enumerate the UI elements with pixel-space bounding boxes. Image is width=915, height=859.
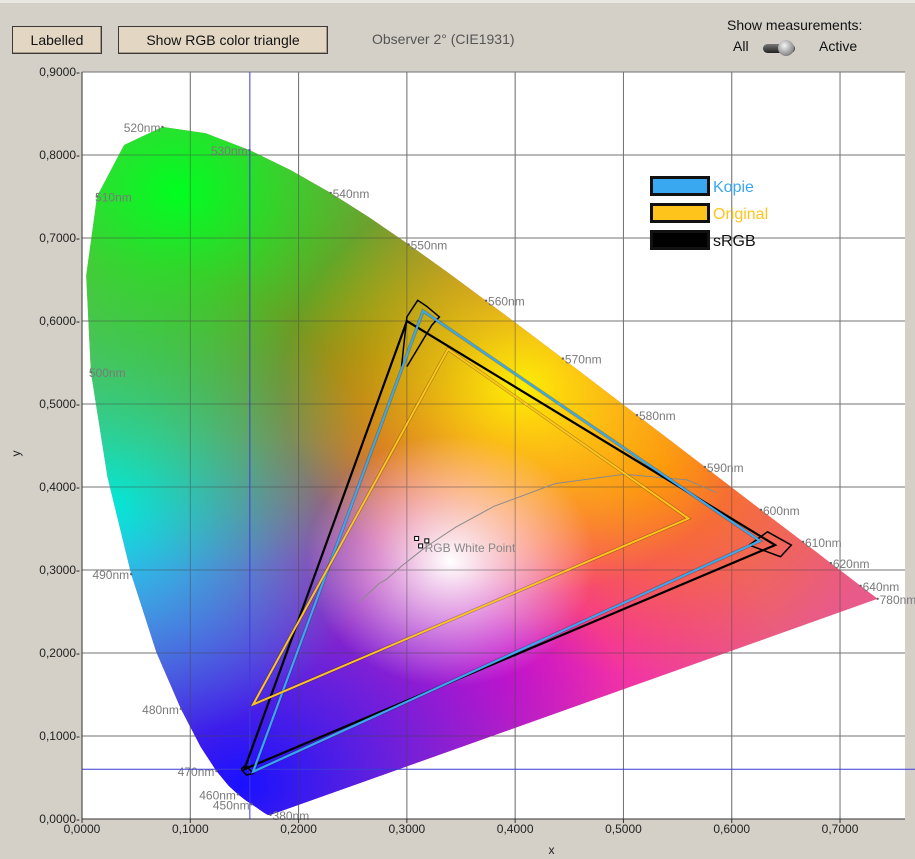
white-point-marker [414,535,420,541]
grid-overlay [81,71,905,820]
gamut-triangles [240,299,793,776]
observer-label: Observer 2° (CIE1931) [372,31,515,47]
x-tick-label: 0,3000 [389,822,426,836]
wavelength-label: 460nm [199,788,236,802]
axes: 0,0000 0,1000 0,2000 0,3000 0,4000 0,5000 0,60… [9,65,905,857]
x-axis-label: x [549,843,555,857]
legend-label: sRGB [713,233,756,250]
wavelength-tick [215,769,218,773]
measurements-all-label: All [733,38,749,54]
y-tick-label: 0,1000- [39,729,80,743]
legend-swatch [653,179,707,193]
wavelength-tick [89,370,93,374]
wavelength-tick [561,357,565,360]
y-tick-label: 0,6000- [39,314,80,328]
show-measurements-label: Show measurements: [727,17,863,33]
x-tick-label: 0,4000 [497,822,534,836]
wavelength-tick [236,793,240,796]
wavelength-label: 550nm [411,238,448,252]
wavelength-label: 780nm [880,593,915,607]
wavelength-label: 570nm [565,353,602,367]
wavelength-tick [635,413,639,417]
legend: Kopie Original sRGB [650,176,768,250]
wavelength-tick [129,572,133,576]
wavelength-label: 540nm [333,187,370,201]
wavelength-tick [829,561,833,565]
labelled-button[interactable]: Labelled [12,26,102,54]
wavelength-tick [179,707,183,711]
wavelength-tick [407,243,410,246]
legend-label: Original [713,206,768,223]
y-tick-label: 0,9000- [39,65,80,79]
y-axis-label: y [9,451,23,457]
measurements-toggle-switch[interactable] [760,38,798,58]
triangle-kopie [251,309,763,774]
wavelength-tick [161,125,164,129]
toolbar: Labelled Show RGB color triangle Observe… [0,0,915,62]
y-tick-label: 0,3000- [39,563,80,577]
x-tick-label: 0,1000 [172,822,209,836]
top-border [0,0,915,3]
triangle-srgb [242,319,778,772]
wavelength-tick [329,191,332,195]
white-point-label: RGB White Point [425,541,516,555]
wavelength-label: 480nm [142,703,179,717]
srgb-measurement-marker [400,299,441,367]
legend-label: Kopie [713,179,754,196]
wavelength-label: 490nm [92,568,129,582]
legend-swatch [653,233,707,247]
wavelength-label: 530nm [211,144,248,158]
wavelength-tick [250,803,253,806]
y-tick-label: 0,7000- [39,231,80,245]
wavelength-label: 510nm [95,190,132,204]
wavelength-label: 610nm [805,536,842,550]
wavelength-label: 600nm [763,504,800,518]
cie-chromaticity-chart[interactable]: 520nm 530nm 540nm 550nm 560nm 570nm 580nm 590nm… [0,62,915,859]
y-tick-label: 0,4000- [39,480,80,494]
y-tick-label: 0,0000- [39,812,80,826]
wavelength-label: 620nm [833,557,870,571]
y-tick-label: 0,5000- [39,397,80,411]
wavelength-label: 640nm [863,580,900,594]
legend-swatch [653,206,707,220]
wavelength-labels: 520nm 530nm 540nm 550nm 560nm 570nm 580nm 590nm… [89,121,915,823]
y-tick-label: 0,2000- [39,646,80,660]
x-tick-label: 0,7000 [822,822,859,836]
x-tick-label: 0,2000 [280,822,317,836]
x-tick-label: 0,6000 [713,822,750,836]
measurements-active-label: Active [819,38,858,54]
crosshair [82,72,915,819]
wavelength-label: 500nm [89,366,126,380]
wavelength-tick [703,465,707,469]
wavelength-label: 520nm [124,121,161,135]
srgb-measurement-marker [240,763,255,776]
wavelength-label: 450nm [213,798,250,812]
white-point: RGB White Point [414,535,516,555]
wavelength-tick [876,597,879,601]
white-point-marker [418,543,424,549]
x-tick-label: 0,0000 [64,822,101,836]
wavelength-label: 560nm [488,295,525,309]
wavelength-label: 380nm [273,809,310,823]
x-tick-label: 0,5000 [605,822,642,836]
wavelength-tick [269,813,272,817]
wavelength-label: 590nm [707,461,744,475]
wavelength-tick [484,299,488,302]
wavelength-tick [859,584,862,588]
wavelength-tick [801,540,805,543]
wavelength-label: 580nm [639,409,676,423]
triangle-original [250,347,691,707]
y-tick-label: 0,8000- [39,148,80,162]
wavelength-label: 470nm [178,765,215,779]
toggle-knob[interactable] [778,40,794,56]
wavelength-tick [95,195,99,198]
white-point-marker [424,538,430,544]
show-rgb-triangle-button[interactable]: Show RGB color triangle [118,26,328,54]
wavelength-tick [759,508,763,512]
